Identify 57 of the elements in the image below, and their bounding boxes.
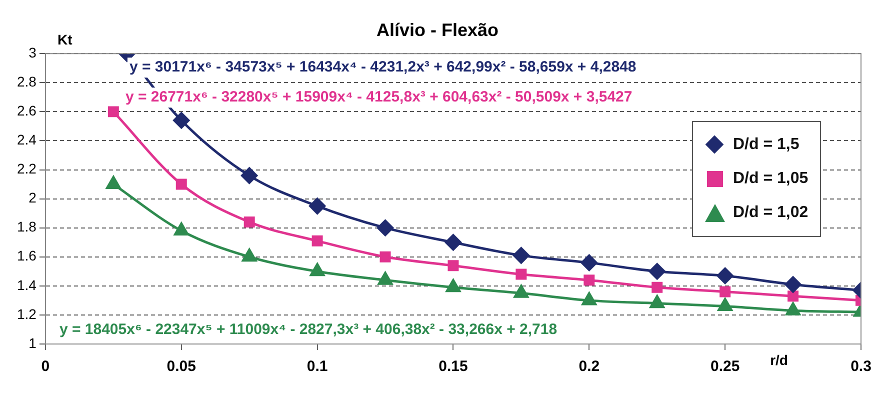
annotation: y = 26771x⁶ - 32280x⁵ + 15909x⁴ - 4125,8x³ + 604,63x² - 50,509x + 3,5427 (125, 88, 632, 106)
point (788, 290, 799, 302)
y-tick-label: 2.8 (16, 74, 37, 90)
x-tick-label: 0.3 (850, 358, 872, 376)
x-tick-label: 0.1 (306, 358, 328, 376)
point (310, 263, 325, 276)
legend-label: D/d = 1,05 (733, 170, 808, 188)
y-tick-label: 2.2 (16, 160, 37, 177)
x-axis-title: r/d (770, 352, 788, 368)
point (377, 220, 394, 236)
point (580, 254, 598, 271)
annotation: y = 18405x⁶ - 22347x⁵ + 11009x⁴ - 2827,3x³ + 406,38x² - 33,266x + 2,718 (59, 321, 558, 338)
point (650, 295, 664, 308)
point (241, 167, 258, 184)
x-tick-label: 0.25 (710, 358, 740, 376)
y-tick-label: 1.8 (16, 218, 37, 235)
point (378, 272, 393, 285)
point (444, 234, 462, 251)
y-tick-label: 3 (28, 44, 37, 60)
point (718, 298, 732, 311)
annotation: y = 30171x⁶ - 34573x⁵ + 16434x⁴ - 4231,2x³ + 642,99x² - 58,659x + 4,2848 (129, 58, 636, 76)
point (242, 248, 257, 262)
y-tick-label: 2.6 (16, 102, 37, 119)
point (108, 106, 119, 118)
point (309, 198, 326, 214)
legend-label: D/d = 1,02 (733, 204, 808, 222)
point (516, 268, 527, 280)
point (244, 216, 255, 228)
chart-title: Alívio - Flexão (376, 20, 499, 40)
point (312, 235, 323, 246)
x-tick-label: 0.05 (166, 358, 196, 376)
legend-label: D/d = 1,5 (733, 136, 800, 154)
y-tick-label: 1.6 (16, 248, 37, 264)
point (716, 268, 734, 284)
point (173, 112, 190, 129)
point (720, 286, 731, 298)
y-tick-label: 2.4 (16, 132, 37, 148)
x-tick-label: 0 (41, 358, 50, 376)
point (176, 178, 187, 190)
point (648, 263, 666, 280)
y-axis-title: Kt (57, 31, 73, 48)
point (584, 274, 595, 286)
y-tick-label: 1.2 (16, 306, 37, 322)
point (786, 302, 800, 316)
point (652, 282, 663, 293)
point (448, 260, 459, 272)
point (784, 276, 802, 293)
y-tick-label: 1 (28, 334, 37, 351)
x-tick-label: 0.2 (578, 358, 600, 376)
point (582, 292, 596, 306)
x-tick-label: 0.15 (438, 358, 468, 376)
point (380, 251, 391, 262)
point (514, 284, 529, 298)
point (512, 247, 530, 264)
y-tick-label: 1.4 (16, 276, 37, 293)
y-tick-label: 2 (28, 190, 37, 206)
point (446, 279, 461, 292)
